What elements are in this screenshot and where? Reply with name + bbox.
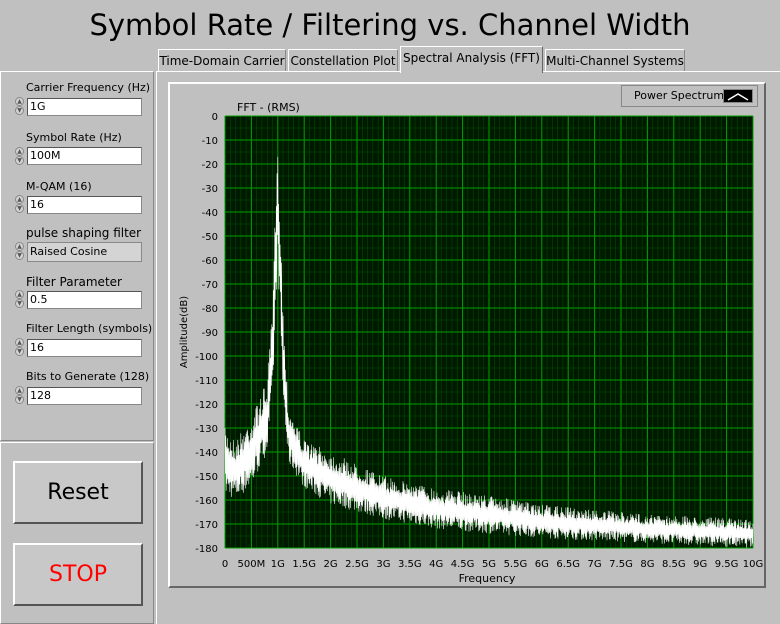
carrier-frequency-stepper[interactable]: ▲ ▼ (15, 97, 25, 117)
filter-length-stepper[interactable]: ▲ ▼ (15, 338, 25, 358)
symbol-rate-input[interactable]: 100M (27, 147, 142, 165)
filter-parameter-input[interactable]: 0.5 (27, 291, 142, 309)
increment-icon[interactable]: ▲ (15, 290, 24, 299)
bits-to-generate-input[interactable]: 128 (27, 387, 142, 405)
filter-length-label: Filter Length (symbols) (26, 322, 153, 335)
decrement-icon[interactable]: ▼ (15, 204, 24, 213)
filter-length-input[interactable]: 16 (27, 339, 142, 357)
filter-parameter-label: Filter Parameter (26, 275, 122, 289)
plot-legend[interactable]: Power Spectrum (621, 85, 758, 107)
carrier-frequency-input[interactable]: 1G (27, 98, 142, 116)
carrier-frequency-label: Carrier Frequency (Hz) (26, 81, 151, 94)
filter-parameter-stepper[interactable]: ▲ ▼ (15, 290, 25, 310)
decrement-icon[interactable]: ▼ (15, 299, 24, 308)
decrement-icon[interactable]: ▼ (15, 156, 24, 165)
decrement-icon[interactable]: ▼ (15, 106, 24, 115)
m-qam-input[interactable]: 16 (27, 196, 142, 214)
controls-panel (0, 71, 154, 441)
increment-icon[interactable]: ▲ (15, 147, 24, 156)
m-qam-label: M-QAM (16) (26, 180, 92, 193)
tab-time-domain-carrier[interactable]: Time-Domain Carrier (158, 49, 286, 71)
increment-icon[interactable]: ▲ (15, 97, 24, 106)
bits-to-generate-stepper[interactable]: ▲ ▼ (15, 386, 25, 406)
decrement-icon[interactable]: ▼ (15, 395, 24, 404)
symbol-rate-label: Symbol Rate (Hz) (26, 131, 122, 144)
pulse-shaping-label: pulse shaping filter (26, 226, 142, 240)
increment-icon[interactable]: ▲ (15, 195, 24, 204)
increment-icon[interactable]: ▲ (15, 242, 24, 251)
graph-frame (168, 82, 766, 588)
tab-constellation-plot[interactable]: Constellation Plot (288, 49, 398, 71)
m-qam-stepper[interactable]: ▲ ▼ (15, 195, 25, 215)
symbol-rate-stepper[interactable]: ▲ ▼ (15, 147, 25, 167)
tab-spectral-analysis[interactable]: Spectral Analysis (FFT) (400, 46, 543, 73)
window-title: Symbol Rate / Filtering vs. Channel Widt… (89, 8, 691, 42)
decrement-icon[interactable]: ▼ (15, 251, 24, 260)
legend-entry-power-spectrum: Power Spectrum (634, 89, 725, 102)
stop-button[interactable]: STOP (13, 543, 143, 606)
tab-multi-channel-systems[interactable]: Multi-Channel Systems (545, 49, 685, 71)
legend-swatch-icon (723, 89, 753, 103)
increment-icon[interactable]: ▲ (15, 338, 24, 347)
bits-to-generate-label: Bits to Generate (128) (26, 370, 150, 383)
increment-icon[interactable]: ▲ (15, 386, 24, 395)
pulse-shaping-select[interactable]: Raised Cosine (27, 242, 142, 262)
decrement-icon[interactable]: ▼ (15, 347, 24, 356)
reset-button[interactable]: Reset (13, 461, 143, 524)
pulse-shaping-stepper[interactable]: ▲ ▼ (15, 242, 25, 262)
plot-name: FFT - (RMS) (237, 101, 300, 114)
